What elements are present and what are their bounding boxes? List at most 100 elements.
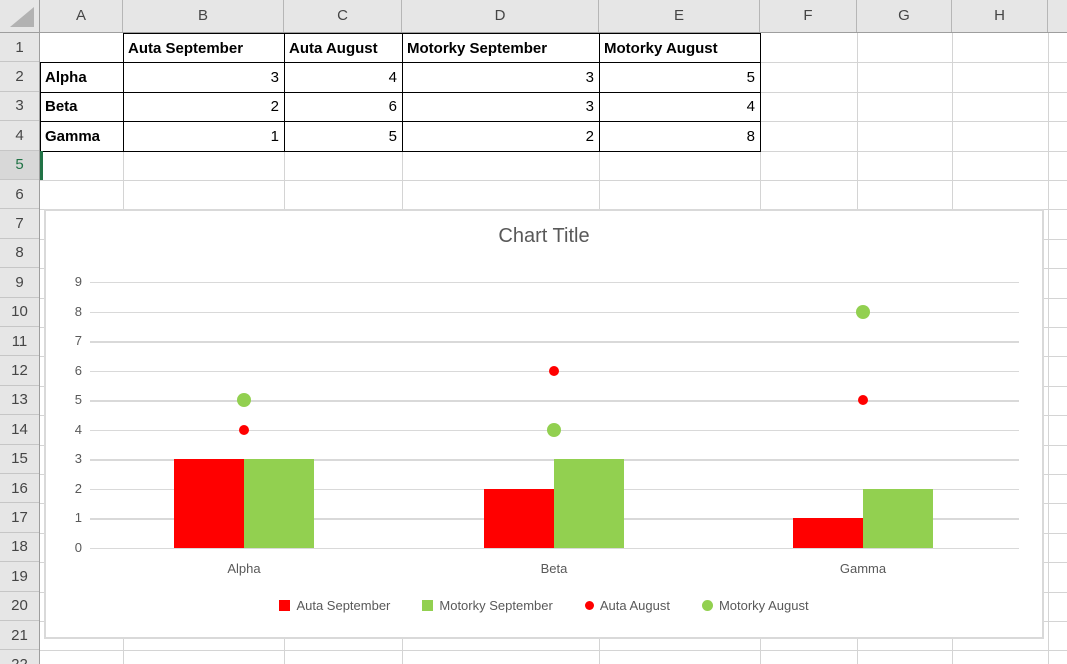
cell-value[interactable]: 2 bbox=[402, 121, 600, 152]
row-header-16[interactable]: 16 bbox=[0, 474, 39, 504]
cell-value[interactable]: 8 bbox=[599, 121, 761, 152]
y-axis-tick-label: 0 bbox=[74, 540, 82, 555]
row-header-6[interactable]: 6 bbox=[0, 180, 39, 210]
row-header-5[interactable]: 5 bbox=[0, 150, 39, 180]
select-all-button[interactable] bbox=[0, 0, 40, 32]
select-all-triangle-icon bbox=[10, 7, 34, 27]
chart-gridline bbox=[90, 282, 1019, 284]
cell-rowlabel-alpha[interactable]: Alpha bbox=[40, 62, 124, 93]
column-header-G[interactable]: G bbox=[857, 0, 952, 32]
row-header-8[interactable]: 8 bbox=[0, 239, 39, 269]
x-axis-category-label: Alpha bbox=[227, 561, 261, 576]
legend-item-auta-august[interactable]: Auta August bbox=[584, 598, 670, 613]
point-motorky-august-alpha[interactable] bbox=[237, 393, 251, 408]
row-header-17[interactable]: 17 bbox=[0, 503, 39, 533]
chart-legend: Auta September Motorky September Auta Augu… bbox=[46, 598, 1042, 613]
legend-square-marker-icon bbox=[279, 600, 291, 611]
chart-gridline bbox=[90, 400, 1019, 402]
column-header-D[interactable]: D bbox=[402, 0, 599, 32]
legend-label: Auta September bbox=[296, 598, 391, 613]
row-header-13[interactable]: 13 bbox=[0, 386, 39, 416]
chart-gridline bbox=[90, 311, 1019, 313]
row-header-15[interactable]: 15 bbox=[0, 445, 39, 474]
row-header-18[interactable]: 18 bbox=[0, 533, 39, 563]
row-header-21[interactable]: 21 bbox=[0, 621, 39, 651]
point-motorky-august-beta[interactable] bbox=[547, 422, 561, 437]
row-header-19[interactable]: 19 bbox=[0, 562, 39, 592]
point-auta-august-alpha[interactable] bbox=[239, 424, 249, 435]
x-axis-category-label: Beta bbox=[540, 561, 568, 576]
y-axis-tick-label: 9 bbox=[74, 274, 82, 290]
cell-header-4[interactable]: Motorky August bbox=[599, 33, 761, 64]
row-header-4[interactable]: 4 bbox=[0, 121, 39, 151]
row-header-22[interactable]: 22 bbox=[0, 650, 39, 664]
column-header-H[interactable]: H bbox=[952, 0, 1048, 32]
cell-value[interactable]: 3 bbox=[402, 62, 600, 93]
cell-value[interactable]: 4 bbox=[284, 62, 403, 93]
cell-header-3[interactable]: Motorky September bbox=[402, 33, 600, 64]
row-header-3[interactable]: 3 bbox=[0, 92, 39, 122]
row-header-12[interactable]: 12 bbox=[0, 356, 39, 386]
row-header-strip: 12345678910111213141516171819202122 bbox=[0, 33, 40, 664]
cell-header-2[interactable]: Auta August bbox=[284, 33, 403, 64]
cell-rowlabel-gamma[interactable]: Gamma bbox=[40, 121, 124, 152]
column-header-C[interactable]: C bbox=[284, 0, 402, 32]
legend-label: Motorky August bbox=[718, 598, 809, 613]
legend-dot-marker-icon bbox=[584, 601, 594, 610]
cell-value[interactable]: 4 bbox=[599, 91, 761, 123]
legend-square-marker-icon bbox=[422, 600, 434, 611]
bar-motorky-september-gamma[interactable] bbox=[863, 488, 933, 548]
legend-label: Motorky September bbox=[439, 598, 553, 613]
chart[interactable]: Chart Title Auta September Motorky Septem… bbox=[44, 209, 1044, 639]
row-header-2[interactable]: 2 bbox=[0, 62, 39, 92]
bar-auta-september-beta[interactable] bbox=[484, 488, 554, 548]
row-header-9[interactable]: 9 bbox=[0, 268, 39, 298]
cell-value[interactable]: 3 bbox=[402, 91, 600, 123]
column-header-B[interactable]: B bbox=[123, 0, 284, 32]
gridline bbox=[40, 650, 1067, 652]
cell-header-1[interactable]: Auta September bbox=[123, 33, 285, 64]
bar-motorky-september-beta[interactable] bbox=[554, 459, 624, 548]
x-axis-category-label: Gamma bbox=[839, 561, 887, 576]
bar-motorky-september-alpha[interactable] bbox=[244, 459, 314, 548]
column-header-F[interactable]: F bbox=[760, 0, 857, 32]
y-axis-tick-label: 6 bbox=[74, 362, 82, 378]
legend-item-auta-september[interactable]: Auta September bbox=[279, 598, 390, 613]
row-header-10[interactable]: 10 bbox=[0, 298, 39, 327]
cell-value[interactable]: 5 bbox=[599, 62, 761, 93]
row-header-7[interactable]: 7 bbox=[0, 209, 39, 239]
y-axis-tick-label: 5 bbox=[74, 392, 82, 408]
row-header-11[interactable]: 11 bbox=[0, 327, 39, 357]
cell-value[interactable]: 2 bbox=[123, 91, 285, 123]
cell-value[interactable]: 5 bbox=[284, 121, 403, 152]
row-header-1[interactable]: 1 bbox=[0, 33, 39, 63]
gridline bbox=[1048, 33, 1049, 664]
point-auta-august-beta[interactable] bbox=[549, 365, 559, 376]
bar-auta-september-gamma[interactable] bbox=[793, 518, 863, 548]
column-header-A[interactable]: A bbox=[40, 0, 123, 32]
row-header-20[interactable]: 20 bbox=[0, 592, 39, 621]
y-axis-tick-label: 3 bbox=[74, 451, 82, 467]
legend-label: Auta August bbox=[599, 598, 670, 613]
legend-dot-marker-icon bbox=[701, 600, 713, 611]
column-header-E[interactable]: E bbox=[599, 0, 760, 32]
legend-item-motorky-august[interactable]: Motorky August bbox=[701, 598, 809, 613]
point-motorky-august-gamma[interactable] bbox=[856, 304, 870, 319]
row-header-14[interactable]: 14 bbox=[0, 415, 39, 445]
chart-gridline bbox=[90, 548, 1019, 550]
cell-value[interactable]: 3 bbox=[123, 62, 285, 93]
chart-gridline bbox=[90, 341, 1019, 343]
bar-auta-september-alpha[interactable] bbox=[174, 459, 244, 548]
legend-item-motorky-september[interactable]: Motorky September bbox=[422, 598, 553, 613]
y-axis-tick-label: 2 bbox=[74, 480, 82, 496]
y-axis-tick-label: 7 bbox=[74, 333, 82, 349]
active-row-indicator bbox=[40, 150, 43, 180]
cell-value[interactable]: 6 bbox=[284, 91, 403, 123]
y-axis-tick-label: 8 bbox=[74, 303, 82, 319]
chart-title[interactable]: Chart Title bbox=[498, 225, 590, 247]
point-auta-august-gamma[interactable] bbox=[858, 395, 868, 406]
cell-rowlabel-beta[interactable]: Beta bbox=[40, 91, 124, 123]
cell-value[interactable]: 1 bbox=[123, 121, 285, 152]
